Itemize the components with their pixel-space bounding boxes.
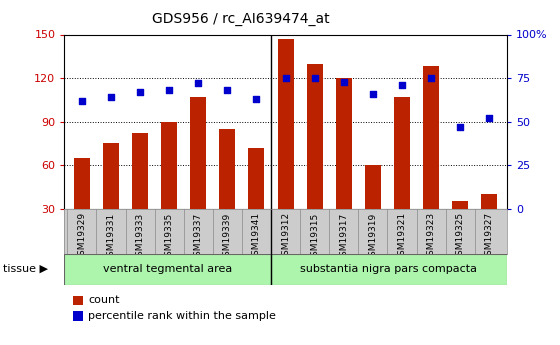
Text: GSM19341: GSM19341: [252, 212, 261, 262]
Point: [77, 98, 86, 104]
Text: GSM19325: GSM19325: [456, 212, 465, 262]
Text: GSM19335: GSM19335: [165, 212, 174, 262]
Point: [368, 91, 377, 97]
Bar: [482, 194, 497, 209]
Bar: [74, 158, 90, 209]
Point: [106, 95, 115, 100]
Text: GSM19337: GSM19337: [194, 212, 203, 262]
Text: GDS956 / rc_AI639474_at: GDS956 / rc_AI639474_at: [152, 12, 330, 26]
Bar: [190, 97, 206, 209]
Point: [165, 88, 174, 93]
Point: [281, 75, 290, 81]
Text: GSM19327: GSM19327: [485, 212, 494, 262]
Point: [398, 82, 407, 88]
Bar: [307, 63, 323, 209]
FancyBboxPatch shape: [64, 254, 271, 285]
Point: [310, 75, 319, 81]
Bar: [365, 165, 381, 209]
Point: [223, 88, 232, 93]
Text: tissue ▶: tissue ▶: [3, 264, 48, 274]
Point: [252, 96, 261, 102]
Point: [194, 80, 203, 86]
Text: GSM19315: GSM19315: [310, 212, 319, 262]
Bar: [336, 78, 352, 209]
Point: [485, 115, 494, 121]
Bar: [452, 201, 468, 209]
Text: GSM19331: GSM19331: [106, 212, 115, 262]
Bar: [249, 148, 264, 209]
Text: ventral tegmental area: ventral tegmental area: [103, 264, 232, 274]
Bar: [423, 67, 439, 209]
Bar: [103, 144, 119, 209]
Text: percentile rank within the sample: percentile rank within the sample: [88, 311, 276, 321]
Text: GSM19323: GSM19323: [427, 212, 436, 262]
Point: [427, 75, 436, 81]
Point: [136, 89, 144, 95]
Text: GSM19333: GSM19333: [136, 212, 144, 262]
Bar: [278, 39, 293, 209]
Bar: [220, 129, 235, 209]
Text: GSM19321: GSM19321: [398, 212, 407, 262]
Text: GSM19317: GSM19317: [339, 212, 348, 262]
Point: [456, 124, 465, 130]
Text: count: count: [88, 296, 120, 305]
Text: substantia nigra pars compacta: substantia nigra pars compacta: [300, 264, 477, 274]
Bar: [161, 122, 177, 209]
Bar: [394, 97, 410, 209]
Text: GSM19312: GSM19312: [281, 212, 290, 262]
Text: GSM19319: GSM19319: [368, 212, 377, 262]
Bar: [132, 133, 148, 209]
Text: GSM19329: GSM19329: [77, 212, 86, 262]
Text: GSM19339: GSM19339: [223, 212, 232, 262]
Point: [339, 79, 348, 84]
FancyBboxPatch shape: [271, 254, 507, 285]
